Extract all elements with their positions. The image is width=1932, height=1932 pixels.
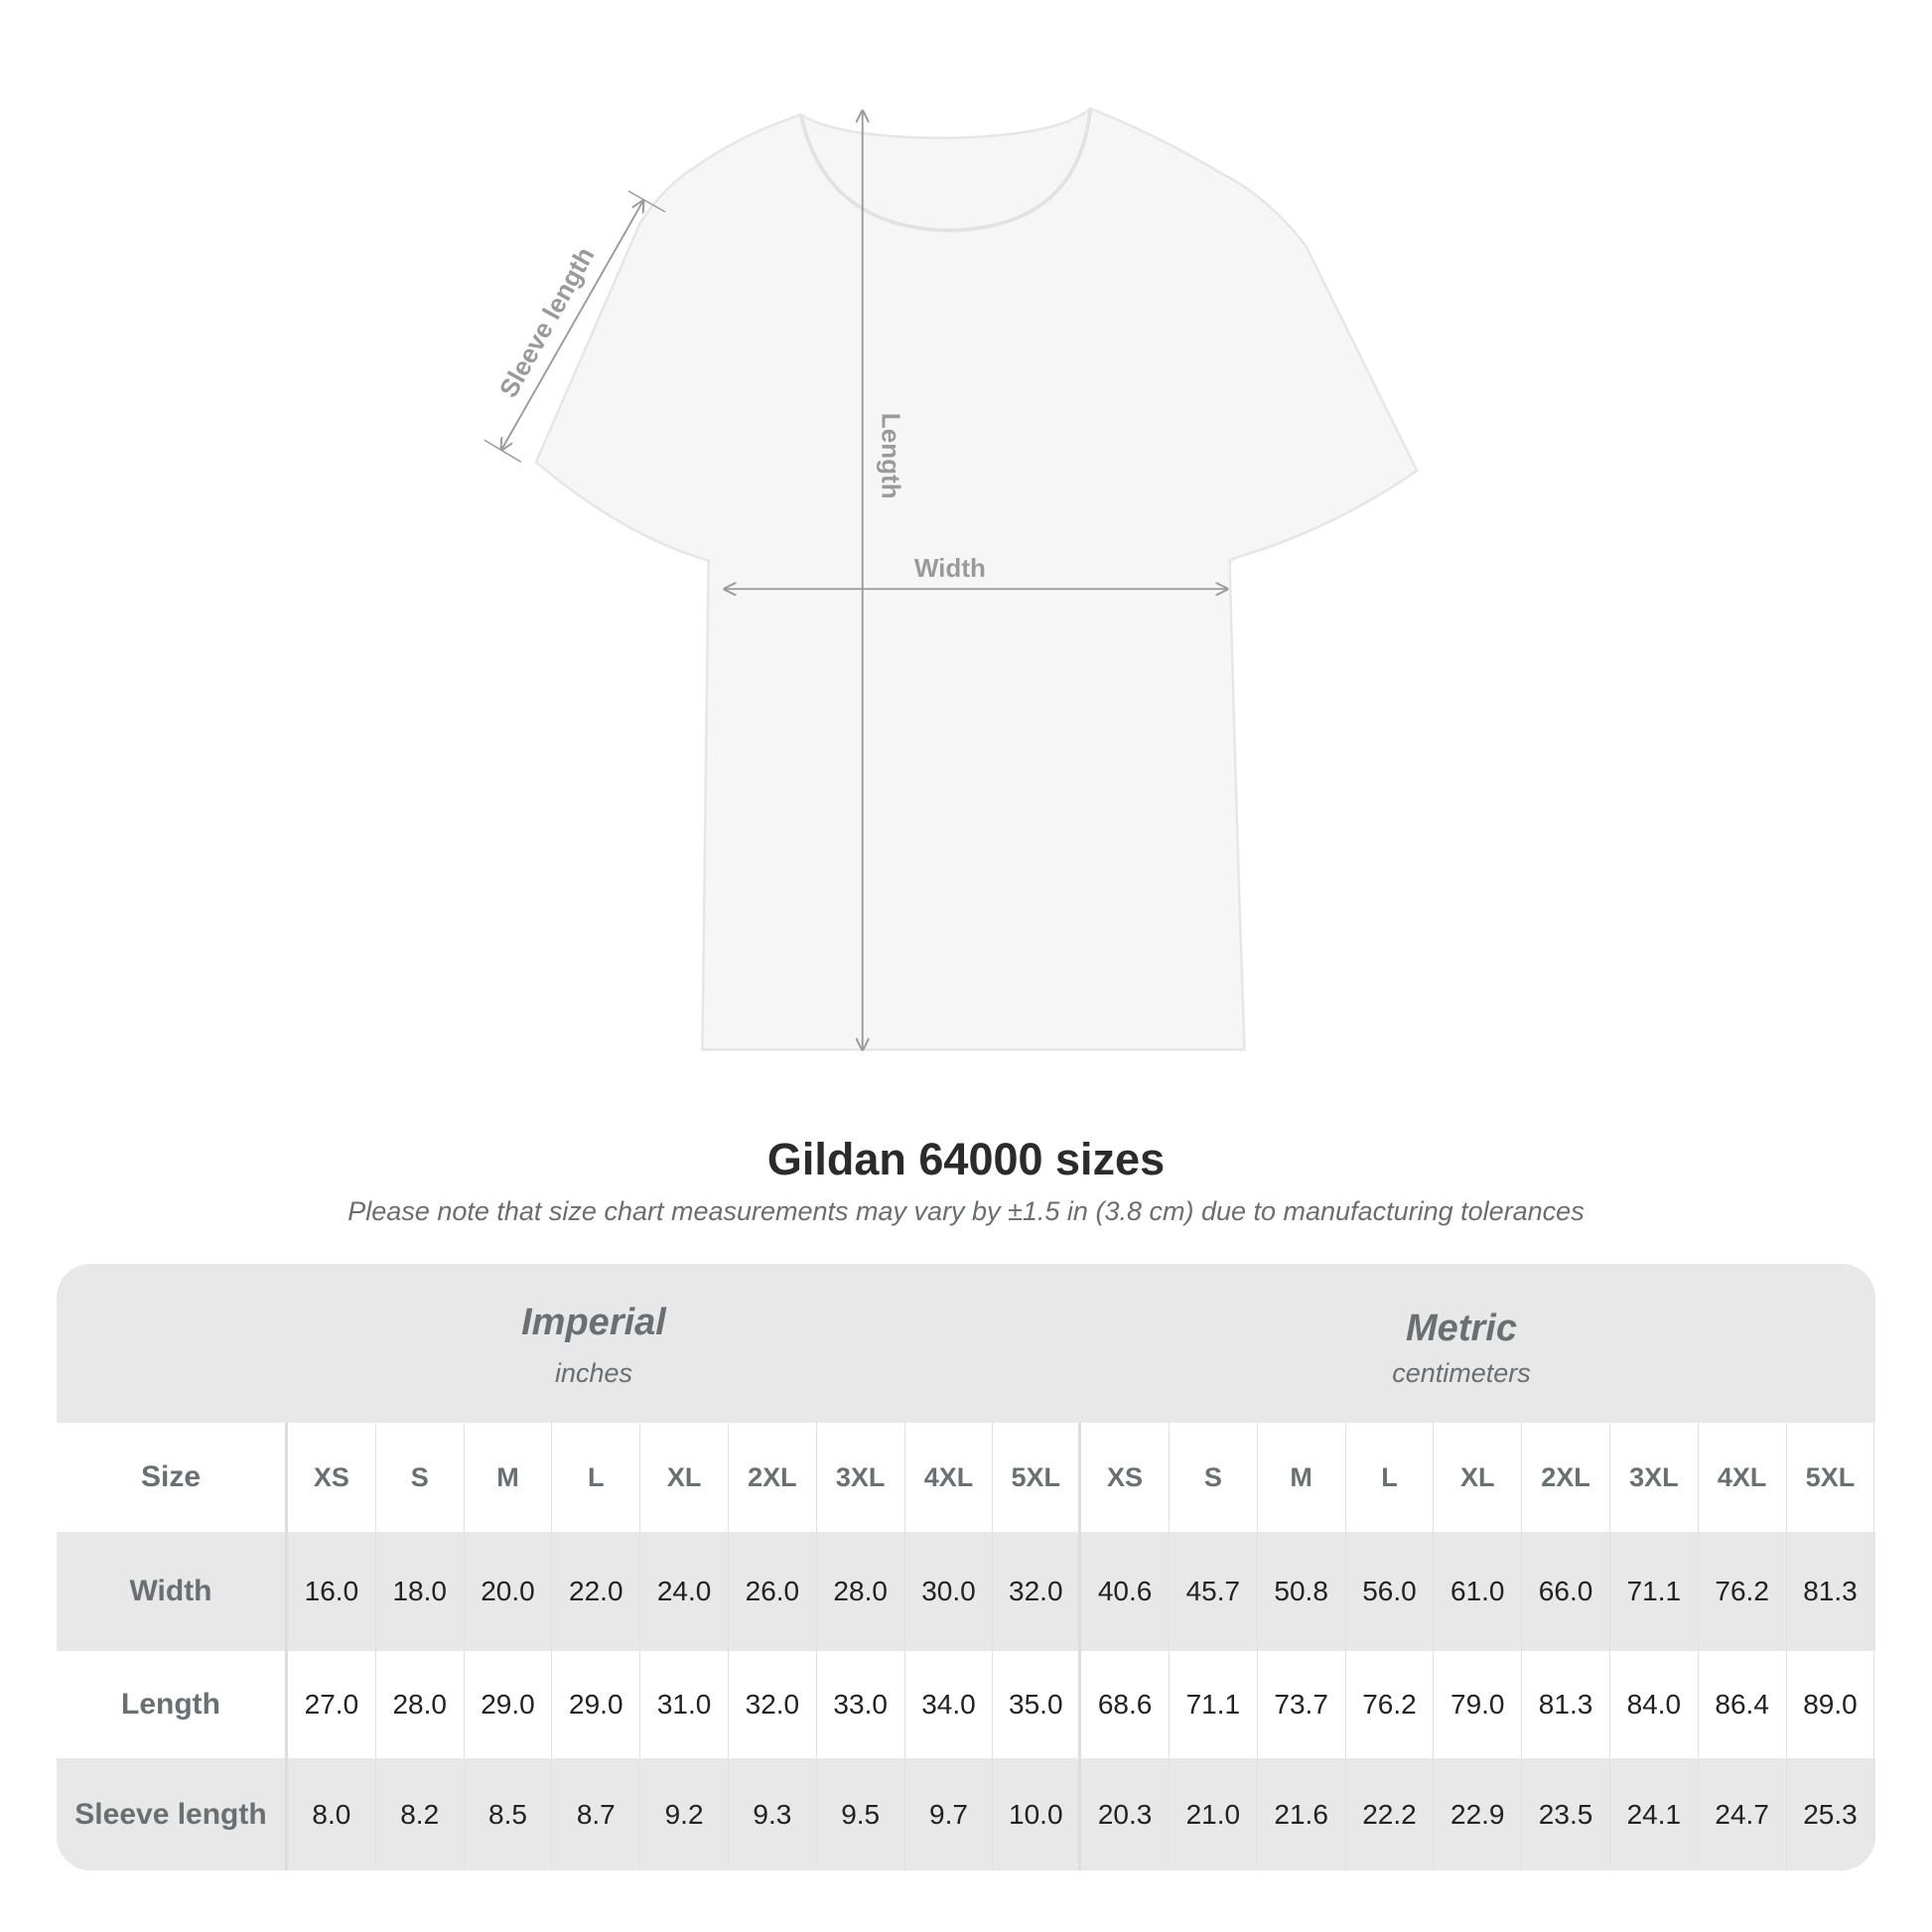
header-band [57,1264,1875,1423]
value-cell: 27.0 [288,1651,376,1758]
value-cell: 22.0 [552,1532,641,1651]
metric-header: Metric centimeters [1392,1308,1531,1388]
size-header-cell: XS [288,1423,376,1532]
size-header-cell: XL [640,1423,729,1532]
value-cell: 71.1 [1610,1532,1699,1651]
width-label: Width [914,553,986,583]
value-cell: 22.9 [1434,1758,1523,1870]
value-cell: 45.7 [1170,1532,1258,1651]
value-cell: 23.5 [1522,1758,1610,1870]
size-header-cell: 4XL [1699,1423,1787,1532]
value-cell: 33.0 [817,1651,905,1758]
value-cell: 9.2 [640,1758,729,1870]
value-cell: 84.0 [1610,1651,1699,1758]
value-cell: 8.0 [288,1758,376,1870]
value-cell: 8.7 [552,1758,641,1870]
imperial-header: Imperial inches [521,1302,666,1388]
page-title: Gildan 64000 sizes [766,1134,1166,1184]
table-row: Length 27.0 28.0 29.0 29.0 31.0 32.0 33.0 34.0 35… [57,1651,1875,1758]
tolerance-note: Please note that size chart measurements… [347,1196,1585,1226]
table-row: Width 16.0 18.0 20.0 22.0 24.0 26.0 28.0 30.0 32.… [57,1532,1875,1651]
value-cell: 50.8 [1258,1532,1346,1651]
value-cell: 76.2 [1346,1651,1435,1758]
value-cell: 40.6 [1081,1532,1170,1651]
size-header-cell: 3XL [1610,1423,1699,1532]
size-header-cell: 5XL [993,1423,1082,1532]
value-cell: 81.3 [1787,1532,1875,1651]
value-cell: 24.0 [640,1532,729,1651]
value-cell: 8.5 [465,1758,553,1870]
value-cell: 8.2 [376,1758,465,1870]
value-cell: 9.5 [817,1758,905,1870]
collar [798,108,1093,232]
size-header-cell: S [1170,1423,1258,1532]
value-cell: 31.0 [640,1651,729,1758]
value-cell: 25.3 [1787,1758,1875,1870]
value-cell: 9.3 [729,1758,817,1870]
value-cell: 21.6 [1258,1758,1346,1870]
value-cell: 81.3 [1522,1651,1610,1758]
value-cell: 66.0 [1522,1532,1610,1651]
size-header-cell: M [465,1423,553,1532]
length-label: Length [877,413,906,499]
value-cell: 35.0 [993,1651,1082,1758]
value-cell: 10.0 [993,1758,1082,1870]
size-table: Imperial inches Metric centimeters Size … [57,1264,1875,1870]
value-cell: 73.7 [1258,1651,1346,1758]
size-header-cell: XS [1081,1423,1170,1532]
size-header-cell: L [552,1423,641,1532]
size-header-cell: L [1346,1423,1435,1532]
size-header-cell: 2XL [729,1423,817,1532]
value-cell: 86.4 [1699,1651,1787,1758]
value-cell: 28.0 [376,1651,465,1758]
value-cell: 32.0 [729,1651,817,1758]
value-cell: 76.2 [1699,1532,1787,1651]
value-cell: 29.0 [465,1651,553,1758]
tshirt-shape [534,106,1419,1051]
value-cell: 61.0 [1434,1532,1523,1651]
value-cell: 68.6 [1081,1651,1170,1758]
value-cell: 16.0 [288,1532,376,1651]
value-cell: 20.0 [465,1532,553,1651]
sleeve-arrow [501,201,643,450]
size-header-cell: XL [1434,1423,1523,1532]
size-row: Size XS S M L XL 2XL 3XL 4XL 5XL XS S M L XL 2XL 3XL 4XL… [57,1423,1875,1532]
value-cell: 9.7 [905,1758,994,1870]
size-header-cell: S [376,1423,465,1532]
size-header-cell: 2XL [1522,1423,1610,1532]
value-cell: 22.2 [1346,1758,1435,1870]
value-cell: 26.0 [729,1532,817,1651]
value-cell: 18.0 [376,1532,465,1651]
value-cell: 30.0 [905,1532,994,1651]
value-cell: 21.0 [1170,1758,1258,1870]
value-cell: 29.0 [552,1651,641,1758]
size-header-cell: M [1258,1423,1346,1532]
value-cell: 71.1 [1170,1651,1258,1758]
size-header-cell: 5XL [1787,1423,1875,1532]
tshirt-diagram: Length Width Sleeve length [483,106,1419,1109]
value-cell: 24.1 [1610,1758,1699,1870]
value-cell: 32.0 [993,1532,1082,1651]
value-cell: 24.7 [1699,1758,1787,1870]
value-cell: 28.0 [817,1532,905,1651]
table-row: Sleeve length 8.0 8.2 8.5 8.7 9.2 9.3 9.5 9.7 10.… [57,1758,1875,1870]
value-cell: 79.0 [1434,1651,1523,1758]
value-cell: 56.0 [1346,1532,1435,1651]
size-header-cell: 3XL [817,1423,905,1532]
value-cell: 89.0 [1787,1651,1875,1758]
size-header-cell: 4XL [905,1423,994,1532]
value-cell: 34.0 [905,1651,994,1758]
value-cell: 20.3 [1081,1758,1170,1870]
